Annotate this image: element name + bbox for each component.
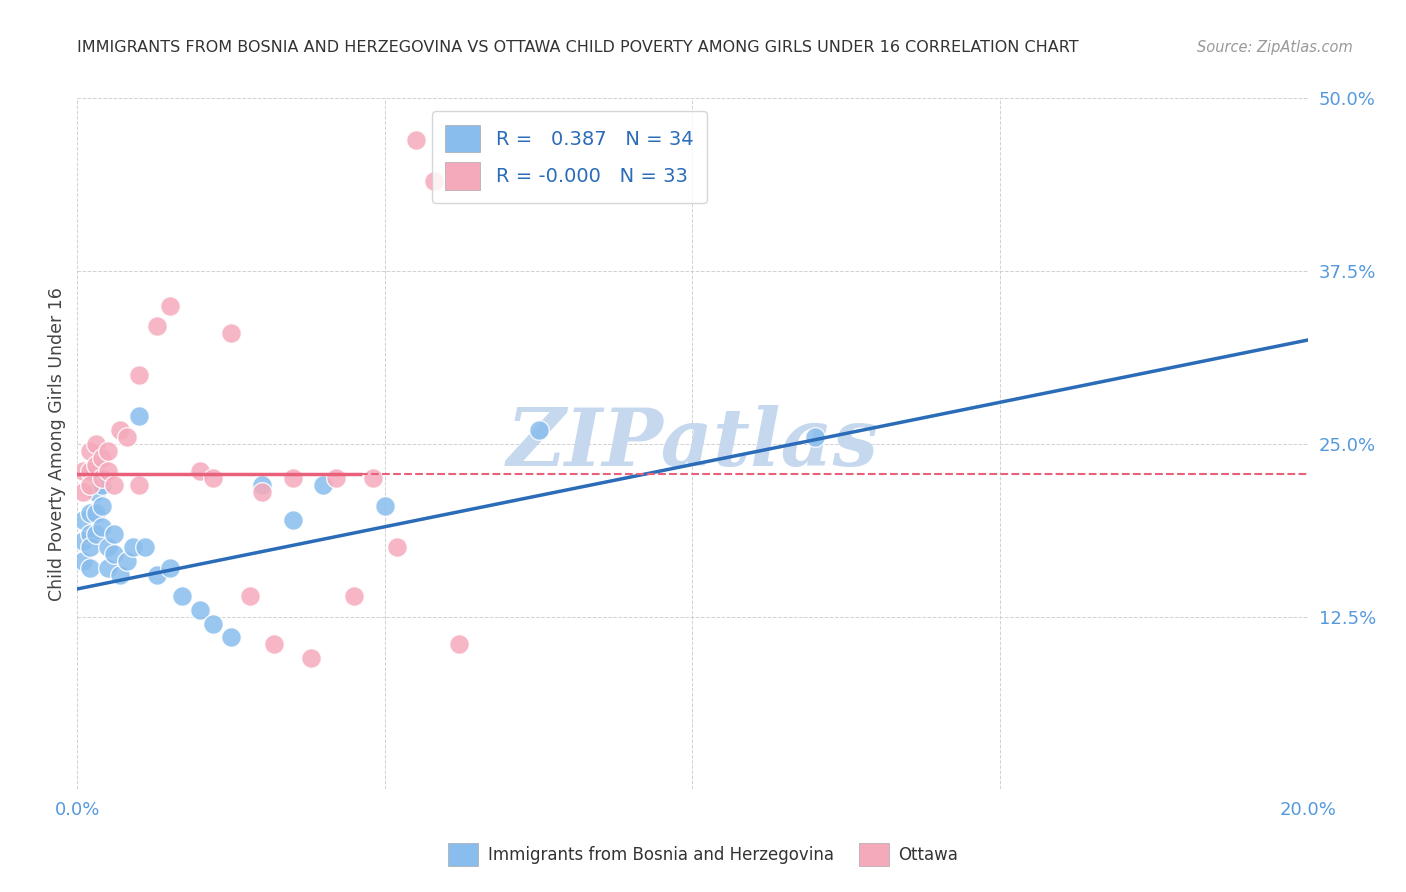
Point xyxy=(90,471,114,485)
Point xyxy=(134,541,156,555)
Point xyxy=(72,533,94,548)
Point xyxy=(79,561,101,575)
Point xyxy=(385,541,409,555)
Point xyxy=(79,443,101,458)
Point xyxy=(110,423,132,437)
Point xyxy=(527,423,550,437)
Point xyxy=(79,506,101,520)
Text: Source: ZipAtlas.com: Source: ZipAtlas.com xyxy=(1197,40,1353,55)
Point xyxy=(219,326,242,341)
Point xyxy=(188,603,212,617)
Point xyxy=(103,547,125,562)
Point xyxy=(343,589,366,603)
Point xyxy=(84,526,107,541)
Point xyxy=(250,478,273,492)
Point xyxy=(84,506,107,520)
Point xyxy=(103,526,125,541)
Point xyxy=(79,526,101,541)
Point xyxy=(97,443,120,458)
Point xyxy=(281,513,304,527)
Point xyxy=(146,319,169,334)
Point xyxy=(405,133,427,147)
Point xyxy=(239,589,262,603)
Point xyxy=(115,430,138,444)
Point xyxy=(84,458,107,472)
Point xyxy=(128,409,150,424)
Point xyxy=(72,464,94,478)
Point xyxy=(299,651,322,665)
Point xyxy=(90,499,114,513)
Point xyxy=(201,616,224,631)
Point xyxy=(361,471,384,485)
Point xyxy=(103,478,125,492)
Point xyxy=(263,637,285,651)
Point xyxy=(79,541,101,555)
Point xyxy=(72,513,94,527)
Point xyxy=(97,464,120,478)
Legend: Immigrants from Bosnia and Herzegovina, Ottawa: Immigrants from Bosnia and Herzegovina, … xyxy=(441,836,965,873)
Y-axis label: Child Poverty Among Girls Under 16: Child Poverty Among Girls Under 16 xyxy=(48,287,66,600)
Point xyxy=(159,299,181,313)
Point xyxy=(201,471,224,485)
Point xyxy=(110,568,132,582)
Point xyxy=(281,471,304,485)
Point xyxy=(146,568,169,582)
Point xyxy=(90,450,114,465)
Point xyxy=(159,561,181,575)
Point xyxy=(97,561,120,575)
Point xyxy=(312,478,335,492)
Point xyxy=(72,554,94,568)
Point xyxy=(374,499,396,513)
Point xyxy=(97,541,120,555)
Point xyxy=(79,478,101,492)
Point xyxy=(72,485,94,500)
Text: IMMIGRANTS FROM BOSNIA AND HERZEGOVINA VS OTTAWA CHILD POVERTY AMONG GIRLS UNDER: IMMIGRANTS FROM BOSNIA AND HERZEGOVINA V… xyxy=(77,40,1078,55)
Point xyxy=(325,471,347,485)
Text: ZIPatlas: ZIPatlas xyxy=(506,405,879,483)
Legend: R =   0.387   N = 34, R = -0.000   N = 33: R = 0.387 N = 34, R = -0.000 N = 33 xyxy=(432,112,707,203)
Point xyxy=(79,464,101,478)
Point xyxy=(188,464,212,478)
Point xyxy=(447,637,470,651)
Point xyxy=(128,368,150,382)
Point xyxy=(423,174,446,188)
Point xyxy=(84,437,107,451)
Point xyxy=(250,485,273,500)
Point xyxy=(804,430,827,444)
Point xyxy=(170,589,193,603)
Point xyxy=(90,478,114,492)
Point xyxy=(121,541,143,555)
Point xyxy=(90,519,114,533)
Point xyxy=(115,554,138,568)
Point xyxy=(128,478,150,492)
Point xyxy=(84,485,107,500)
Point xyxy=(219,630,242,644)
